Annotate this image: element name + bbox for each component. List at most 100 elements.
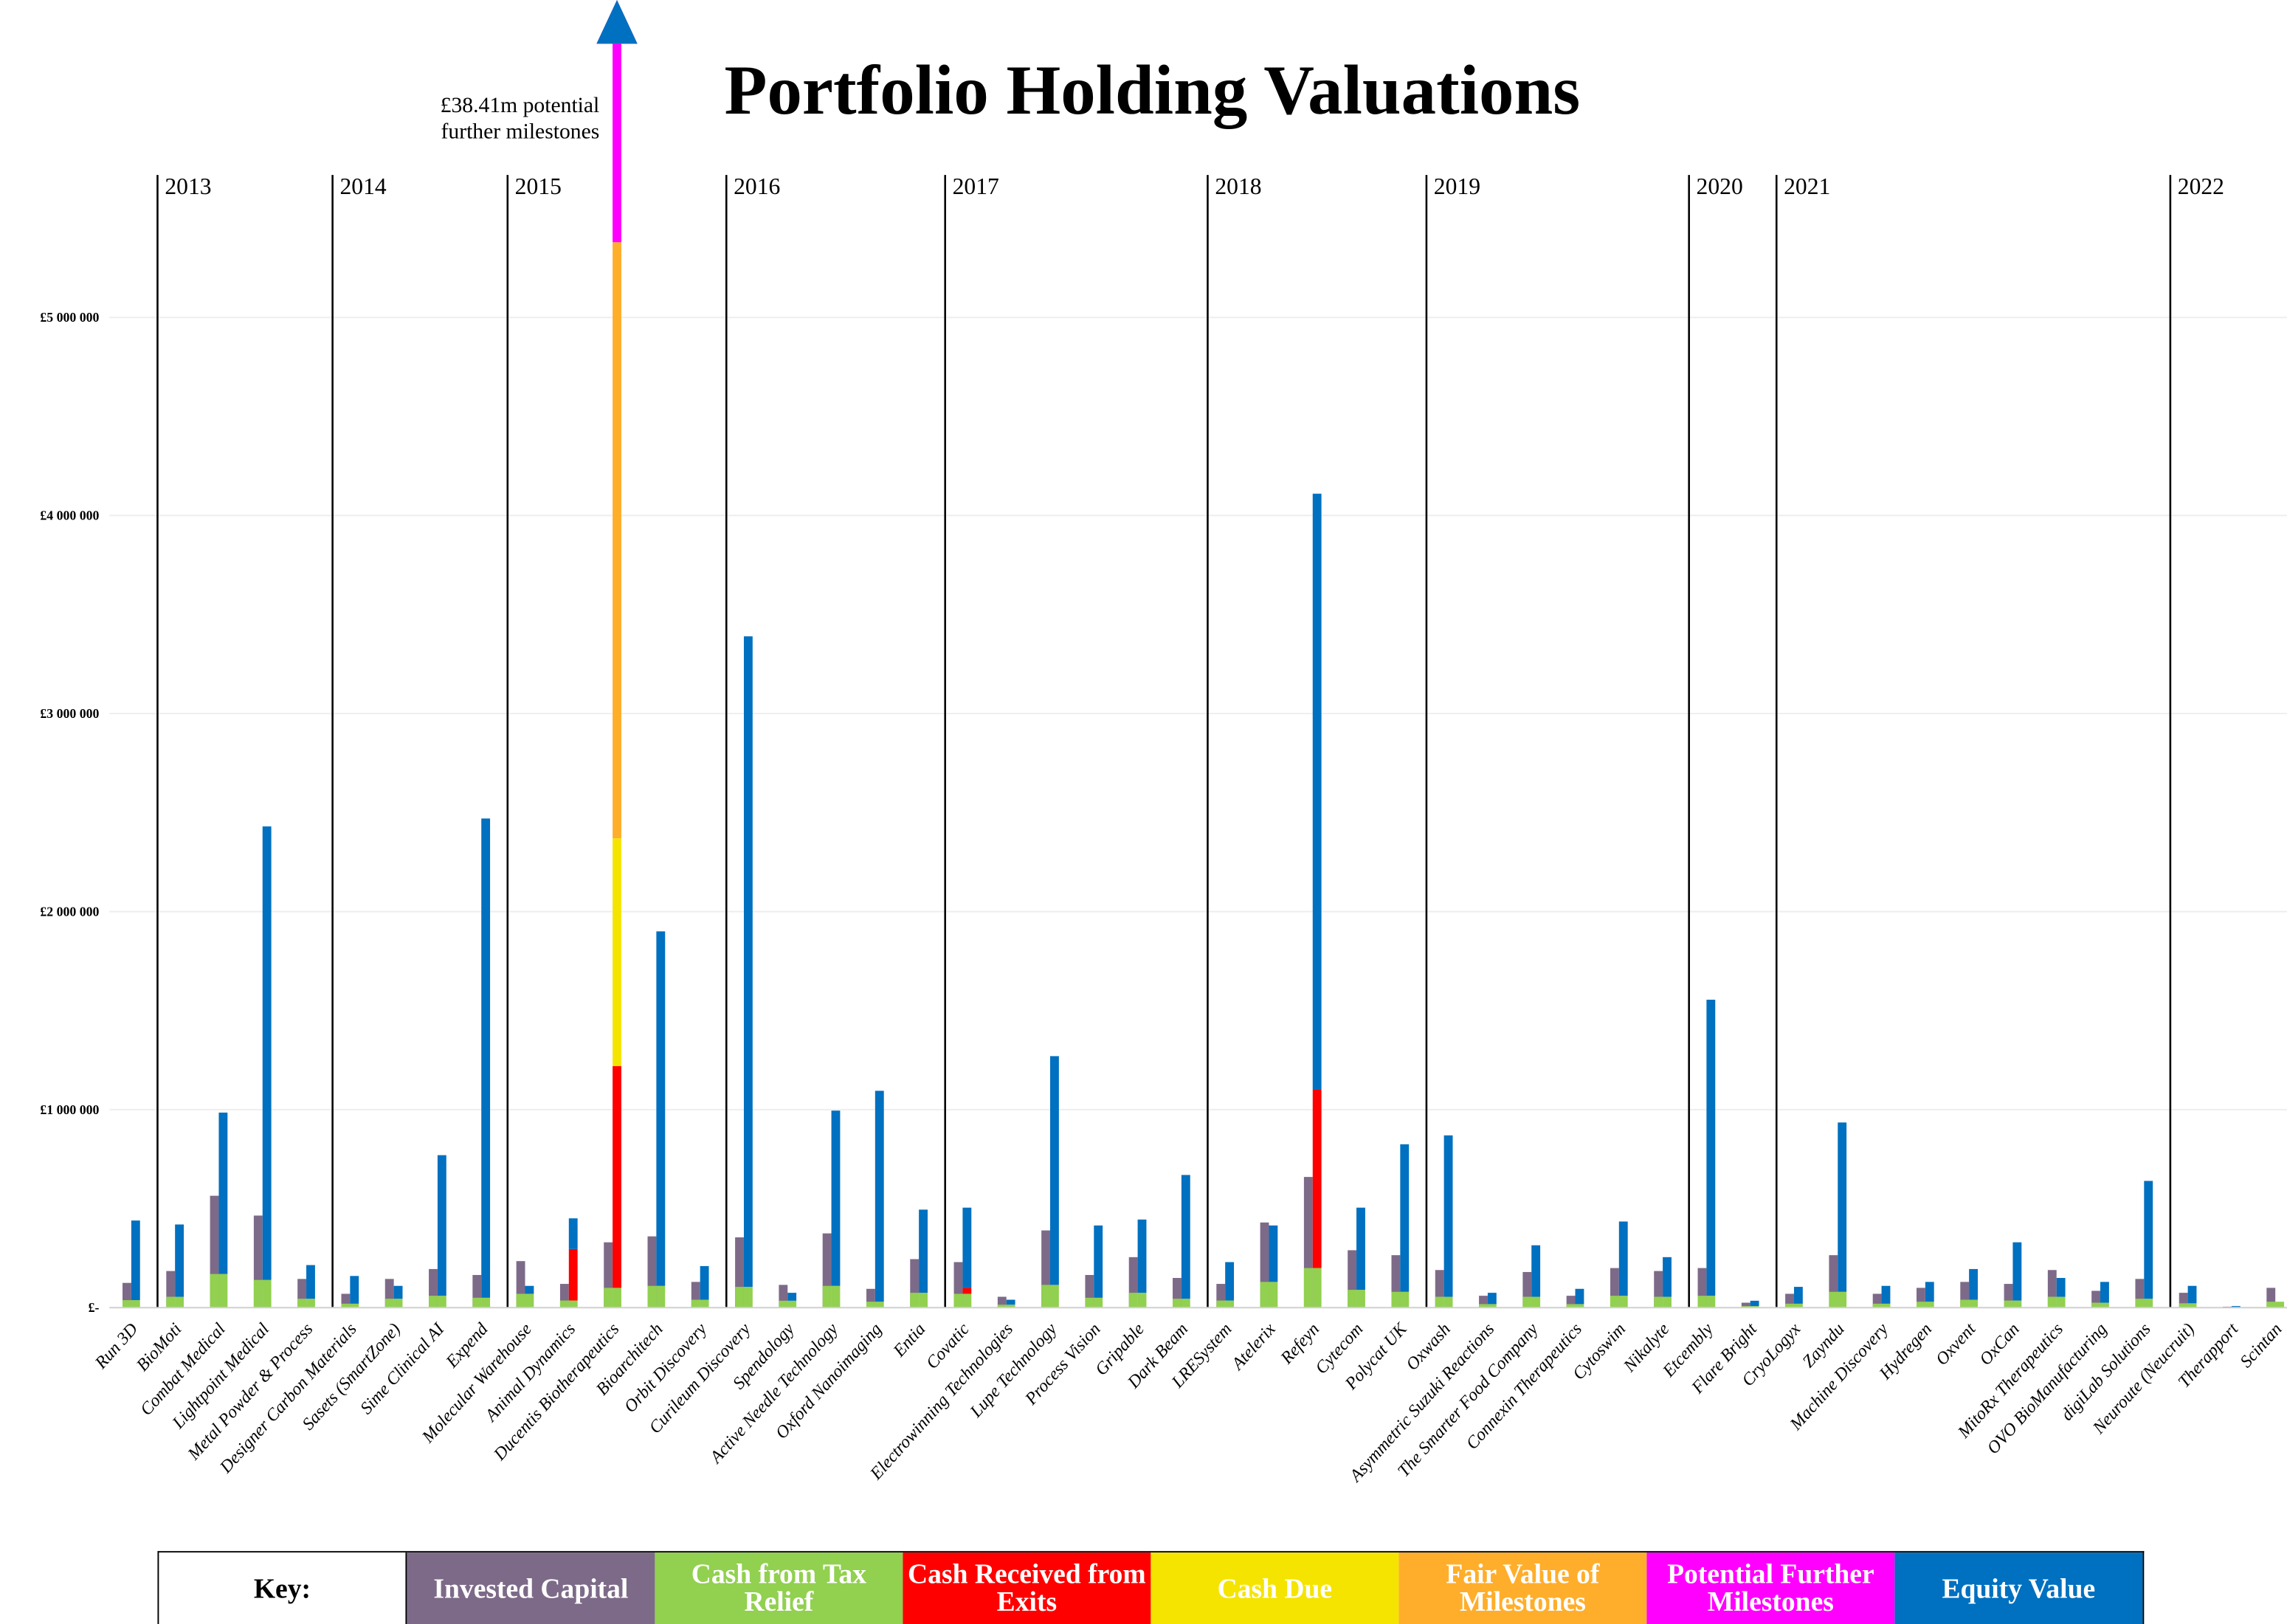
tax-relief-overlay [1829, 1291, 1838, 1308]
overflow-arrow [596, 0, 638, 44]
tax-relief-overlay [1128, 1293, 1138, 1308]
invested-bar [1741, 1302, 1750, 1308]
invested-bar [953, 1262, 963, 1308]
invested-bar [866, 1288, 875, 1308]
tax-relief-overlay [384, 1299, 394, 1308]
stack-segment [2012, 1300, 2022, 1308]
annotation: further milestones [441, 120, 600, 144]
stack-segment [1443, 1135, 1453, 1297]
stack-segment [1750, 1306, 1759, 1308]
tax-relief-overlay [997, 1305, 1007, 1308]
stack-segment [613, 838, 621, 1066]
stack-segment [787, 1293, 797, 1301]
invested-bar [2004, 1284, 2013, 1308]
stack-segment [1400, 1144, 1410, 1292]
y-tick-label: £2 000 000 [40, 904, 99, 919]
tax-relief-overlay [253, 1279, 263, 1308]
invested-bar [604, 1242, 613, 1308]
stack-segment [613, 44, 621, 243]
tax-relief-overlay [953, 1293, 963, 1308]
year-label: 2019 [1434, 173, 1480, 199]
stack-segment [743, 636, 753, 1288]
invested-bar [822, 1233, 832, 1308]
year-label: 2021 [1784, 173, 1830, 199]
legend-entry: Potential Further Milestones [1646, 1552, 1895, 1624]
tax-relief-overlay [2091, 1302, 2101, 1308]
stack-segment [962, 1207, 972, 1288]
invested-bar [1348, 1250, 1357, 1308]
invested-bar [1610, 1268, 1619, 1308]
invested-bar [1085, 1274, 1094, 1308]
stack-segment [2012, 1242, 2022, 1301]
stack-segment [1531, 1245, 1541, 1297]
tax-relief-overlay [2047, 1296, 2057, 1308]
year-label: 2016 [734, 173, 780, 199]
stack-segment [1663, 1257, 1672, 1297]
stack-segment [1618, 1221, 1628, 1296]
y-tick-label: £3 000 000 [40, 706, 99, 721]
tax-relief-overlay [866, 1302, 875, 1308]
invested-bar [123, 1282, 131, 1308]
stack-segment [1094, 1297, 1103, 1308]
stack-segment [1663, 1296, 1672, 1308]
year-label: 2018 [1215, 173, 1261, 199]
invested-bar [997, 1296, 1007, 1308]
invested-bar [647, 1236, 657, 1308]
tax-relief-overlay [1260, 1282, 1269, 1308]
year-label: 2020 [1697, 173, 1743, 199]
stack-segment [875, 1302, 884, 1308]
tax-relief-overlay [1785, 1303, 1794, 1308]
stack-segment [1838, 1122, 1847, 1292]
tax-relief-overlay [2004, 1300, 2013, 1308]
legend-entry: Cash Received from Exits [903, 1552, 1151, 1624]
tax-relief-overlay [1435, 1296, 1444, 1308]
stack-segment [393, 1285, 403, 1299]
tax-relief-overlay [472, 1297, 482, 1308]
stack-segment [962, 1288, 972, 1294]
chart-title: Portfolio Holding Valuations [725, 51, 1581, 129]
stack-segment [1793, 1303, 1803, 1308]
stack-segment [831, 1110, 841, 1286]
tax-relief-overlay [2266, 1302, 2276, 1308]
stack-segment [2231, 1306, 2241, 1307]
stack-segment [656, 931, 666, 1286]
invested-bar [341, 1293, 351, 1308]
invested-bar [1173, 1277, 1182, 1308]
stack-segment [2056, 1296, 2066, 1308]
tax-relief-overlay [1522, 1296, 1532, 1308]
stack-segment [613, 1065, 621, 1288]
invested-bar [1916, 1288, 1925, 1308]
stack-segment [2144, 1181, 2153, 1299]
stack-segment [1750, 1300, 1759, 1307]
stack-segment [1487, 1293, 1497, 1305]
stack-segment [218, 1274, 228, 1308]
y-tick-label: £- [89, 1300, 100, 1315]
tax-relief-overlay [297, 1299, 307, 1308]
stack-segment [306, 1299, 315, 1308]
x-tick-label: Entia [889, 1320, 929, 1361]
invested-bar [2091, 1290, 2101, 1308]
invested-bar [1697, 1268, 1707, 1308]
stack-segment [1881, 1285, 1891, 1304]
invested-bar [1479, 1296, 1488, 1308]
tax-relief-overlay [123, 1300, 131, 1308]
stack-segment [262, 1279, 272, 1308]
stack-segment [2187, 1303, 2197, 1308]
invested-bar [2266, 1288, 2276, 1308]
tax-relief-overlay [735, 1287, 744, 1308]
stack-segment [1050, 1285, 1059, 1308]
tax-relief-overlay [822, 1285, 832, 1308]
invested-bar [1041, 1230, 1051, 1308]
invested-bar [1829, 1255, 1838, 1308]
tax-relief-overlay [1872, 1303, 1882, 1308]
tax-relief-overlay [1041, 1285, 1051, 1308]
stack-segment [2100, 1282, 2109, 1303]
invested-bar [1260, 1222, 1269, 1308]
stack-segment [1356, 1207, 1365, 1290]
invested-bar [2135, 1279, 2145, 1308]
stack-segment [1706, 999, 1716, 1296]
invested-bar [429, 1268, 438, 1308]
stack-segment [2187, 1285, 2197, 1304]
y-tick-label: £1 000 000 [40, 1102, 99, 1117]
